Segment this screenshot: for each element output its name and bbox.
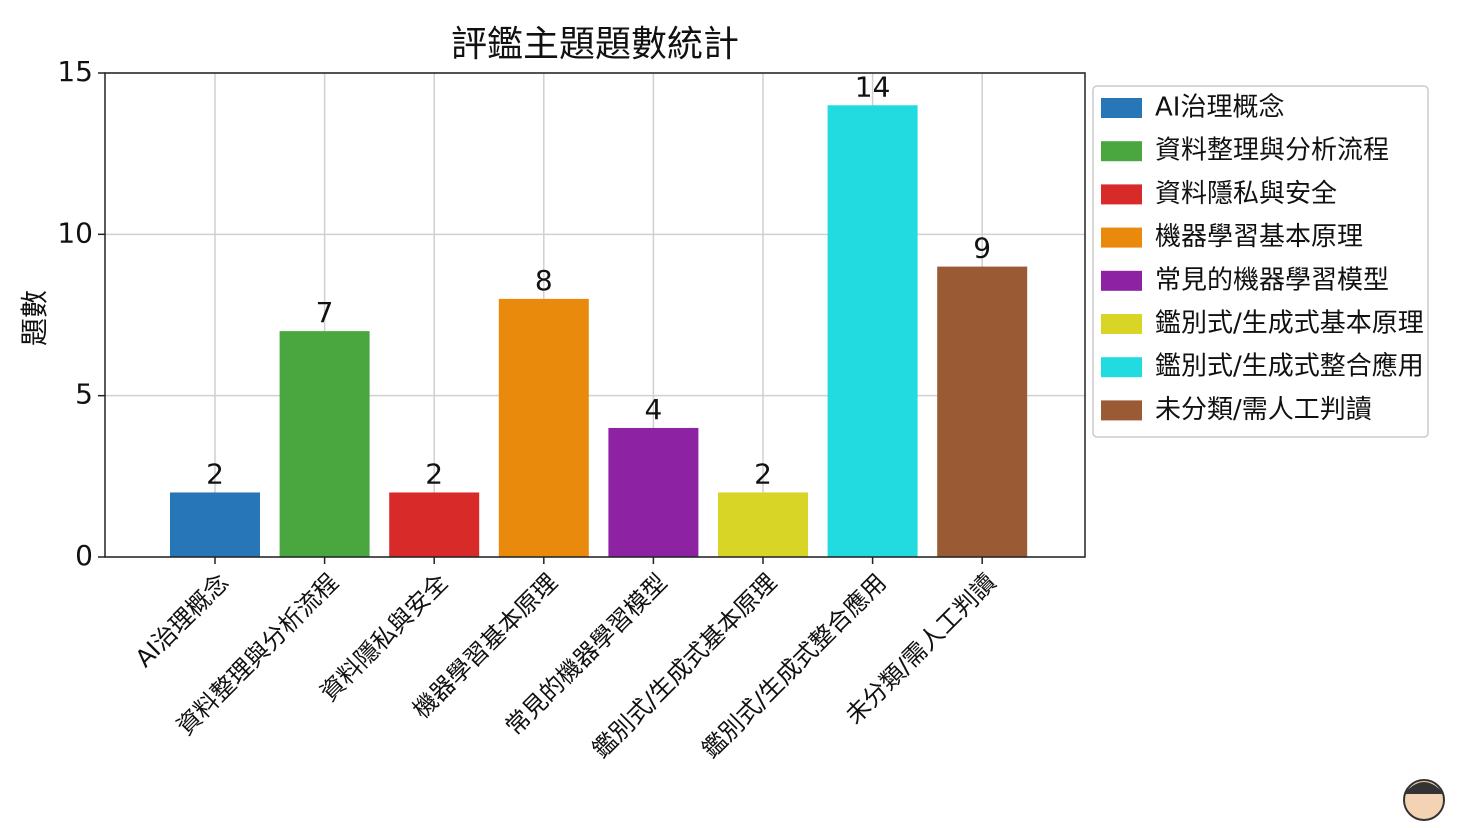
legend-box <box>1092 85 1429 438</box>
value-label: 8 <box>535 264 553 297</box>
bar <box>718 492 808 557</box>
bar <box>279 331 370 557</box>
avatar <box>1403 779 1445 821</box>
chart-title: 評鑑主題題數統計 <box>451 24 739 65</box>
x-tick-label: 鑑別式/生成式整合應用 <box>697 568 892 763</box>
bar <box>827 105 918 558</box>
bar <box>389 492 480 557</box>
legend-swatch <box>1101 98 1142 118</box>
legend-swatch <box>1101 357 1142 378</box>
bar <box>498 298 589 557</box>
plot-frame <box>104 72 1086 558</box>
y-tick-label: 5 <box>75 378 93 411</box>
legend-swatch <box>1101 141 1142 162</box>
legend-label: 常見的機器學習模型 <box>1155 265 1389 295</box>
value-label: 4 <box>644 393 662 426</box>
legend-swatch <box>1101 270 1142 291</box>
y-tick-label: 10 <box>57 216 93 249</box>
y-tick-label: 15 <box>57 55 93 88</box>
legend-label: 鑑別式/生成式基本原理 <box>1155 309 1424 339</box>
value-label: 9 <box>973 232 991 265</box>
bar <box>608 427 699 557</box>
value-label: 2 <box>206 457 224 490</box>
bar <box>937 266 1028 557</box>
legend-swatch <box>1101 314 1142 334</box>
legend-label: 機器學習基本原理 <box>1155 222 1363 252</box>
x-tick-label: AI治理概念 <box>130 568 234 672</box>
legend-swatch <box>1101 227 1142 248</box>
y-tick-label: 0 <box>75 539 93 572</box>
legend-swatch <box>1101 184 1142 205</box>
value-label: 14 <box>855 70 891 103</box>
legend-label: 未分類/需人工判讀 <box>1155 395 1372 425</box>
value-label: 2 <box>425 457 443 490</box>
value-label: 2 <box>754 457 772 490</box>
legend-label: AI治理概念 <box>1155 93 1284 123</box>
y-axis-label: 題數 <box>18 290 51 346</box>
legend-label: 資料整理與分析流程 <box>1155 136 1389 166</box>
legend-label: 資料隱私與安全 <box>1155 179 1337 209</box>
legend-label: 鑑別式/生成式整合應用 <box>1155 352 1424 382</box>
value-label: 7 <box>316 296 334 329</box>
x-tick-label: 鑑別式/生成式基本原理 <box>587 568 782 763</box>
legend-swatch <box>1101 400 1142 421</box>
bar <box>170 492 260 557</box>
